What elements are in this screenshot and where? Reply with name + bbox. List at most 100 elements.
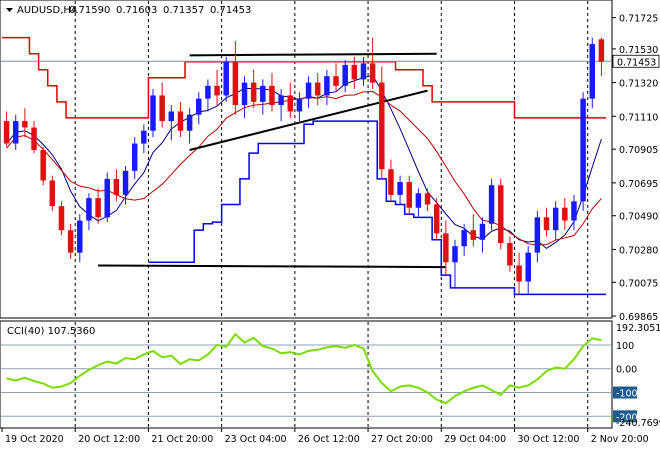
- candle: [131, 137, 138, 179]
- candle: [77, 214, 83, 263]
- candle-body: [415, 193, 422, 208]
- candle: [479, 217, 486, 253]
- candle: [122, 166, 129, 205]
- candle: [296, 92, 303, 122]
- candle-body: [397, 182, 403, 195]
- candle-body: [131, 143, 138, 171]
- cci-level-badge: [613, 386, 637, 399]
- candle-body: [122, 170, 129, 195]
- candle-body: [287, 95, 294, 112]
- candle-body: [113, 178, 120, 195]
- candle-body: [580, 98, 586, 202]
- candle: [49, 175, 56, 211]
- candle-body: [433, 204, 440, 234]
- candle: [168, 105, 175, 141]
- candle-body: [388, 169, 394, 195]
- candle: [525, 246, 531, 295]
- candle: [223, 56, 229, 102]
- candle-body: [40, 149, 46, 181]
- ohlc-low: 0.71357: [163, 5, 204, 16]
- cci-max-label: 192.3051: [616, 323, 660, 334]
- time-tick-label: 21 Oct 20:00: [151, 434, 213, 445]
- candle-body: [232, 61, 239, 106]
- candle: [86, 193, 92, 231]
- candle-body: [543, 217, 550, 231]
- cci-level-label: -100: [616, 389, 638, 400]
- time-axis: 19 Oct 2020 20 Oct 12:00 21 Oct 20:00 23 Oc…: [1, 428, 649, 445]
- triangle-down-icon[interactable]: [6, 8, 13, 12]
- candle: [177, 101, 184, 138]
- candle-body: [150, 95, 156, 131]
- candle: [498, 178, 504, 250]
- candle-body: [488, 185, 495, 224]
- candle-body: [452, 246, 458, 263]
- cci-line: [6, 332, 602, 405]
- candle-body: [571, 201, 577, 221]
- time-tick-label: 29 Oct 04:00: [444, 434, 506, 445]
- lower-channel-line: [148, 120, 606, 296]
- candle-body: [534, 217, 541, 253]
- candle: [159, 82, 165, 128]
- price-tick-label: 0.71530: [619, 45, 658, 56]
- candle-body: [241, 82, 248, 106]
- candle-body: [58, 206, 65, 231]
- candle: [58, 201, 65, 235]
- candle-body: [562, 207, 568, 221]
- candle: [516, 252, 522, 295]
- cci-level-label: -200: [616, 412, 638, 423]
- candle: [31, 121, 37, 154]
- candle: [205, 79, 211, 112]
- candle: [150, 89, 156, 138]
- candle: [369, 37, 376, 90]
- resistance-trend-line: [189, 52, 437, 57]
- candle: [95, 188, 101, 224]
- candle-body: [260, 85, 266, 102]
- candle: [470, 214, 477, 247]
- candle-body: [104, 178, 110, 218]
- candle-body: [223, 61, 229, 96]
- candle-body: [314, 82, 321, 96]
- candle: [360, 56, 367, 86]
- cci-min-label: -240.7699: [616, 418, 660, 429]
- candle: [351, 56, 358, 90]
- candle: [397, 175, 403, 205]
- candle: [580, 92, 586, 211]
- candle: [379, 66, 385, 179]
- time-tick-label: 27 Oct 20:00: [371, 434, 433, 445]
- candle: [260, 79, 266, 115]
- time-tick-label: 20 Oct 12:00: [78, 434, 140, 445]
- candle: [196, 92, 202, 125]
- candle-body: [324, 76, 330, 96]
- candle-body: [461, 230, 467, 247]
- ohlc-close: 0.71453: [210, 5, 251, 16]
- candle: [543, 207, 550, 237]
- candle-body: [205, 85, 211, 99]
- candle-body: [296, 98, 303, 112]
- cci-series-line: [6, 332, 602, 405]
- cci-pane[interactable]: [0, 320, 613, 429]
- candle-body: [214, 85, 220, 96]
- price-tick-label: 0.71725: [619, 14, 658, 25]
- candle: [3, 111, 10, 147]
- cci-label: CCI(40) 107.5360: [7, 326, 95, 337]
- current-price-box: [612, 54, 660, 68]
- candle-body: [250, 82, 257, 102]
- price-tick-label: 0.69865: [619, 312, 658, 323]
- cci-level-badge: [613, 410, 637, 423]
- candle: [433, 198, 440, 240]
- cci-level-lines: [1, 344, 611, 417]
- cci-level-label: 0.00: [616, 365, 637, 376]
- time-tick-label: 23 Oct 04:00: [225, 434, 287, 445]
- candle: [40, 146, 46, 186]
- candle: [461, 223, 467, 256]
- time-tick-label: 2 Nov 20:00: [591, 434, 649, 445]
- candle-body: [589, 44, 596, 99]
- candle: [571, 194, 577, 231]
- candle-body: [552, 207, 559, 231]
- candle: [287, 82, 294, 118]
- candle: [269, 72, 275, 112]
- candle: [278, 89, 284, 122]
- price-tick-label: 0.70280: [619, 245, 658, 256]
- candle-body: [186, 114, 193, 131]
